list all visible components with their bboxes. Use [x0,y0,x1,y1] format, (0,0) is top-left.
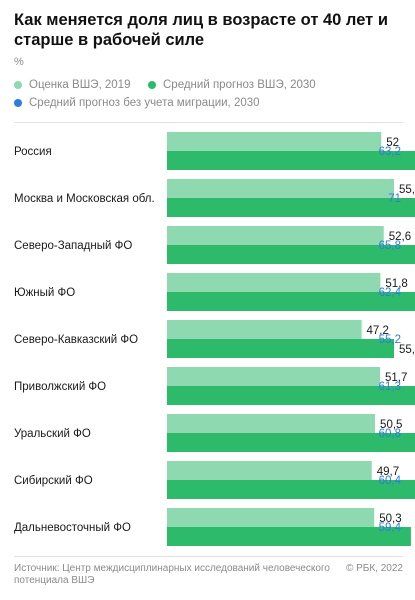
category-label: Южный ФО [14,287,75,299]
no-migration-value-label: 59,4 [379,522,402,534]
bar-2019 [167,414,376,433]
bar-2019-value-label: 49,7 [377,466,399,478]
bottom-divider [14,556,403,557]
category-label: Дальневосточный ФО [14,522,131,534]
no-migration-value-label: 60,8 [379,428,401,440]
bar-2019 [167,320,362,339]
bar-2019 [167,273,381,292]
no-migration-value-label: 63,2 [379,146,401,158]
bar-2030 [167,198,415,217]
legend-item-2030: Средний прогноз ВШЭ, 2030 [148,79,316,91]
bar-2019 [167,461,372,480]
bar-2030 [167,386,415,405]
bar-2019-value-label: 52,6 [389,231,411,243]
category-label: Приволжский ФО [14,381,106,393]
no-migration-value-label: 61,3 [379,381,401,393]
legend-item-2019: Оценка ВШЭ, 2019 [14,79,130,91]
no-migration-value-label: 65,8 [379,240,401,252]
bar-2030 [167,151,415,170]
legend-dot-2019 [14,81,22,89]
legend-label-2030: Средний прогноз ВШЭ, 2030 [163,79,316,91]
top-divider [14,122,403,123]
bar-2030 [167,292,415,311]
bar-2019-value-label: 50,3 [379,513,401,525]
bar-2030-value-label: 55,1 [399,344,415,356]
bar-2030 [167,245,415,264]
bar-2019-value-label: 50,5 [380,419,402,431]
category-label: Уральский ФО [14,428,91,440]
category-label: Россия [14,146,52,158]
bar-2019 [167,226,384,245]
legend-dot-no-migration [14,99,22,107]
legend-label-no-migration: Средний прогноз без учета миграции, 2030 [29,97,260,109]
bar-2019-value-label: 47,2 [366,325,388,337]
chart-title: Как меняется доля лиц в возрасте от 40 л… [14,11,388,49]
bar-2019-value-label: 55,1 [399,184,415,196]
bar-2019-value-label: 51,8 [385,278,407,290]
bar-2019 [167,132,382,151]
bar-2030 [167,339,395,358]
copyright: © РБК, 2022 [345,563,403,574]
bar-2019-value-label: 51,7 [385,372,407,384]
no-migration-value-label: 60,4 [379,475,402,487]
bar-2019 [167,367,381,386]
bar-2019 [167,508,375,527]
bar-2030 [167,433,415,452]
unit-label: % [14,56,24,68]
category-label: Москва и Московская обл. [14,193,155,205]
legend-dot-2030 [148,81,156,89]
source-note: Источник: Центр междисциплинарных исслед… [14,563,330,586]
category-label: Северо-Западный ФО [14,240,132,252]
bar-2030 [167,480,415,499]
legend-item-no-migration: Средний прогноз без учета миграции, 2030 [14,97,260,109]
no-migration-value-label: 55,2 [379,334,401,346]
legend-label-2019: Оценка ВШЭ, 2019 [29,79,131,91]
no-migration-value-label: 62,4 [379,287,402,299]
no-migration-value-label: 71 [388,193,401,205]
category-label: Северо-Кавказский ФО [14,334,138,346]
bar-2030 [167,527,411,546]
bar-2019 [167,179,395,198]
category-label: Сибирский ФО [14,475,93,487]
bar-2019-value-label: 52 [386,137,399,149]
